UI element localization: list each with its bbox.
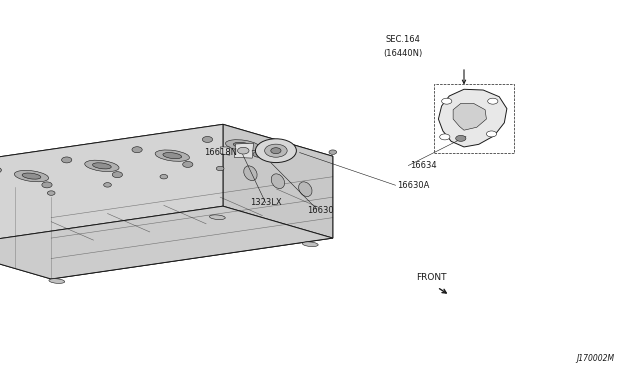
Circle shape [112,171,122,177]
Ellipse shape [302,242,318,247]
Ellipse shape [163,153,182,159]
Circle shape [237,147,249,154]
Polygon shape [234,143,253,158]
Circle shape [273,158,280,163]
Circle shape [182,161,193,167]
Circle shape [160,174,168,179]
Ellipse shape [14,170,49,182]
Circle shape [42,182,52,188]
Ellipse shape [271,174,285,189]
Circle shape [216,166,224,171]
Bar [434,84,514,153]
Ellipse shape [155,150,189,161]
Text: 1323LX: 1323LX [250,198,281,207]
Ellipse shape [244,166,257,180]
Circle shape [0,167,1,173]
Polygon shape [223,124,333,238]
Circle shape [132,147,142,153]
Circle shape [488,98,498,104]
Text: 16630A: 16630A [397,182,429,190]
Ellipse shape [209,215,225,219]
Circle shape [253,151,263,157]
Circle shape [47,191,55,195]
Ellipse shape [84,160,119,171]
Ellipse shape [22,173,41,179]
Text: (16440N): (16440N) [383,49,423,58]
Circle shape [265,144,287,157]
Circle shape [255,139,296,163]
Ellipse shape [299,182,312,196]
Circle shape [440,134,450,140]
Circle shape [202,137,212,142]
Text: 16634: 16634 [410,161,436,170]
Polygon shape [0,124,223,247]
Ellipse shape [234,142,252,148]
Polygon shape [51,156,333,279]
Text: SEC.164: SEC.164 [386,35,420,44]
Text: 16630: 16630 [307,206,334,215]
Ellipse shape [225,140,260,151]
Circle shape [456,135,466,141]
Circle shape [271,148,281,154]
Polygon shape [453,103,486,130]
Polygon shape [438,89,507,147]
Ellipse shape [49,279,65,283]
Circle shape [61,157,72,163]
Circle shape [329,150,337,154]
Ellipse shape [93,163,111,169]
Polygon shape [220,147,230,155]
Text: 16618N: 16618N [204,148,237,157]
Polygon shape [0,165,51,279]
Text: FRONT: FRONT [416,273,447,282]
Circle shape [104,183,111,187]
Text: J170002M: J170002M [576,355,614,363]
Polygon shape [0,124,333,197]
Circle shape [442,98,452,104]
Circle shape [486,131,497,137]
Polygon shape [0,206,333,279]
